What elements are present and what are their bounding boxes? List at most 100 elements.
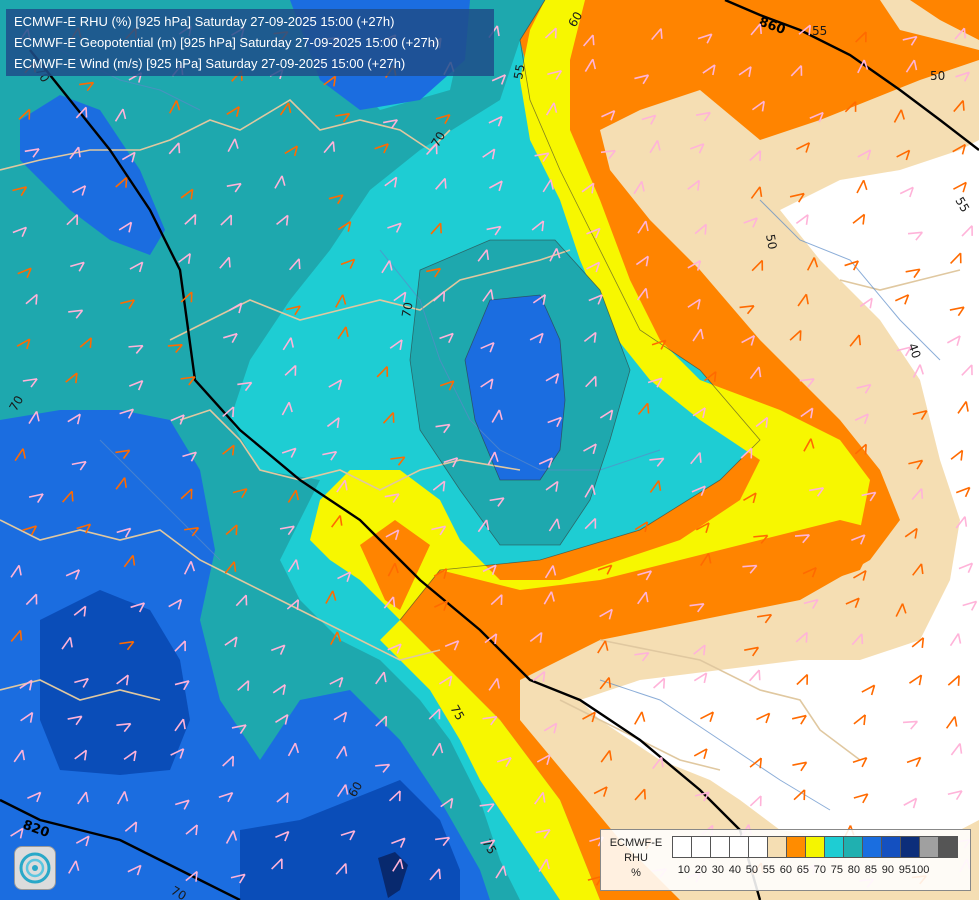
wind-barb (222, 755, 235, 767)
wind-barb (854, 413, 869, 424)
wind-barb (651, 339, 667, 350)
wind-barb (753, 534, 769, 544)
wind-barb (584, 58, 597, 72)
wind-barb (896, 149, 911, 161)
wind-barb (375, 763, 391, 773)
wind-barb (387, 643, 402, 654)
legend-tick-label: 10 (677, 864, 690, 876)
legend-tick-label: 40 (728, 864, 741, 876)
wind-barb (649, 457, 665, 467)
wind-barb (74, 677, 89, 688)
wind-barb (857, 149, 872, 161)
wind-barb (183, 561, 196, 575)
wind-barb (789, 192, 805, 203)
wind-barb (223, 332, 238, 344)
wind-barb (281, 401, 293, 416)
wind-barb (599, 608, 613, 620)
wind-barb (480, 839, 496, 850)
wind-barb (329, 676, 344, 688)
wind-barb (488, 677, 500, 691)
rhu-85-90-region-sw (40, 590, 190, 775)
wind-barb (950, 449, 964, 461)
wind-barb (912, 364, 924, 378)
rhu-80-85-region-sw (0, 410, 490, 900)
wind-barb (489, 497, 505, 507)
wind-barb (330, 631, 342, 646)
wind-barb (337, 326, 349, 340)
wind-barb (535, 829, 551, 839)
wind-barb (743, 492, 757, 504)
wind-barb (431, 742, 444, 757)
wind-barb (10, 827, 24, 839)
wind-barb (331, 515, 343, 528)
wind-barb (282, 337, 295, 351)
wind-barb (426, 267, 442, 278)
wind-barb (383, 119, 399, 129)
wind-barb (854, 443, 867, 455)
wind-barb (739, 305, 755, 315)
wind-barb (809, 111, 824, 123)
wind-barb (953, 100, 965, 113)
legend-swatch (767, 836, 787, 858)
legend-tick-label: 90 (881, 864, 894, 876)
wind-barb (593, 786, 608, 797)
wind-barb (477, 249, 490, 262)
wind-barb (130, 602, 146, 613)
wind-barb (637, 402, 650, 415)
wind-barb (853, 793, 869, 804)
wind-barb (180, 376, 196, 386)
wind-barb (687, 260, 702, 271)
wind-barb (218, 791, 234, 803)
wind-barb (323, 141, 336, 154)
wind-barb (118, 221, 133, 233)
wind-barb (178, 252, 191, 264)
wind-barb (906, 756, 922, 768)
wind-barb (703, 371, 717, 382)
legend-tick-label: 70 (813, 864, 826, 876)
wind-barb (757, 613, 773, 624)
wind-barb (71, 460, 87, 471)
legend-swatch (710, 836, 730, 858)
wind-barb (693, 748, 708, 759)
wind-barb (325, 590, 337, 604)
wind-barb (121, 151, 136, 163)
wind-barb (68, 860, 80, 874)
wind-barb (790, 65, 803, 77)
wind-barb (128, 344, 144, 354)
wind-barb (600, 149, 616, 160)
wind-barb (798, 24, 812, 36)
wind-barb (912, 563, 924, 576)
wind-barb (529, 631, 543, 643)
wind-barb (374, 143, 389, 154)
wind-barb (440, 797, 454, 809)
wind-barb (337, 571, 352, 583)
wind-barb (337, 220, 352, 232)
wind-barb (907, 231, 923, 241)
wind-barb (168, 598, 183, 610)
wind-barb (750, 186, 763, 199)
wind-barb (903, 797, 918, 809)
wind-barb (75, 835, 90, 847)
wind-barb (547, 69, 563, 80)
wind-barb (391, 837, 406, 848)
wind-barb (649, 480, 662, 493)
legend-tick-label: 60 (779, 864, 792, 876)
wind-barb (952, 143, 966, 155)
wind-barb (281, 447, 297, 458)
wind-barb (119, 408, 135, 419)
wind-barb (633, 181, 645, 195)
title-line-rhu: ECMWF-E RHU (%) [925 hPa] Saturday 27-09… (14, 14, 395, 29)
wind-barb (653, 677, 666, 689)
wind-barb (69, 146, 81, 160)
wind-barb (803, 438, 815, 452)
title-line-geopotential: ECMWF-E Geopotential (m) [925 hPa] Satur… (14, 35, 440, 50)
legend-swatch (729, 836, 749, 858)
wind-barb (962, 600, 978, 611)
wind-barb (66, 214, 79, 226)
wind-barb (484, 633, 498, 645)
wind-barb (844, 260, 860, 271)
wind-barb (114, 108, 127, 122)
wind-barb (545, 480, 559, 492)
legend-swatch (900, 836, 920, 858)
